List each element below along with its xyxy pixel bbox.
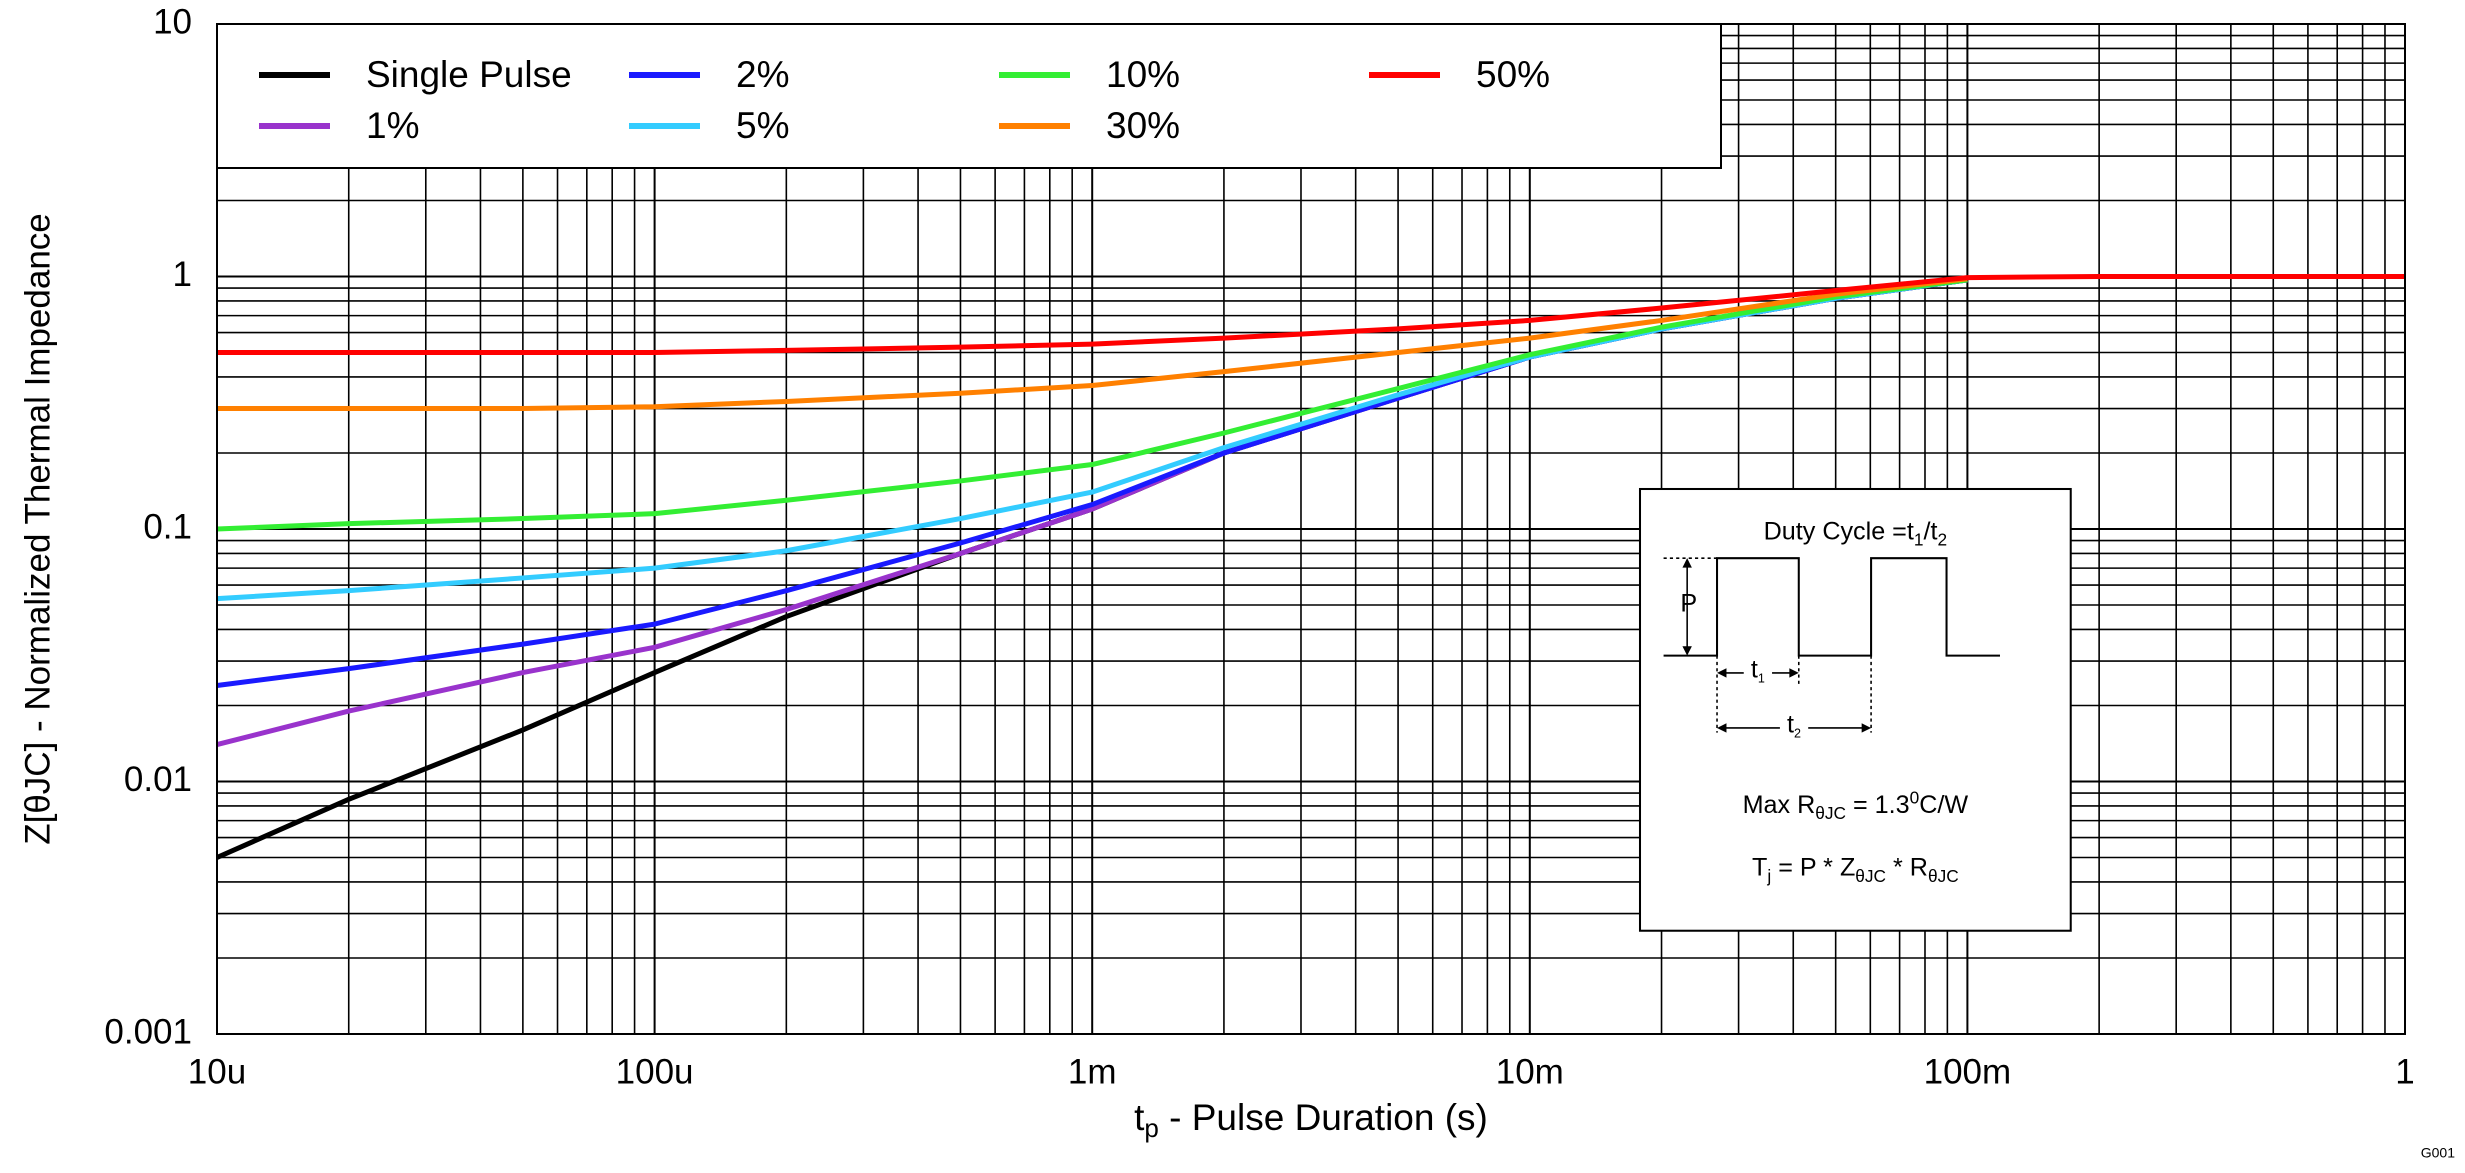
text-part: Max R: [1743, 791, 1816, 819]
arrowhead: [1717, 668, 1727, 678]
arrowhead: [1717, 723, 1727, 733]
text-part: t: [1787, 711, 1794, 739]
x-tick-label: 1: [2395, 1052, 2414, 1091]
x-axis-label-sub: p: [1144, 1113, 1158, 1143]
x-tick-label: 10m: [1496, 1052, 1564, 1091]
text-sub: θJC: [1855, 866, 1886, 886]
text-sub: 1: [1758, 671, 1765, 685]
text-part: t: [1751, 656, 1758, 684]
t2-label: t2: [1787, 711, 1801, 741]
x-axis-label-part: - Pulse Duration (s): [1159, 1097, 1488, 1138]
y-tick-label: 0.1: [143, 507, 192, 546]
y-axis-label: Z[θJC] - Normalized Thermal Impedance: [18, 213, 57, 845]
duty-cycle-text: Duty Cycle =t1/t2: [1764, 517, 1947, 549]
arrowhead: [1789, 668, 1799, 678]
legend-label: Single Pulse: [366, 54, 572, 95]
x-axis-label-part: t: [1134, 1097, 1145, 1138]
p-label: P: [1680, 590, 1697, 618]
text-sub: 2: [1794, 726, 1801, 740]
text-part: = P * Z: [1771, 854, 1855, 882]
text-sub: 2: [1937, 530, 1947, 550]
x-tick-label: 100m: [1924, 1052, 2012, 1091]
text-part: /t: [1923, 517, 1937, 545]
inset-box: [1638, 487, 2072, 932]
text-sub: j: [1766, 866, 1771, 886]
legend-label: 30%: [1106, 105, 1180, 146]
legend-label: 10%: [1106, 54, 1180, 95]
arrowhead: [1861, 723, 1872, 733]
footnote: G001: [2421, 1145, 2455, 1161]
y-tick-label: 0.001: [104, 1012, 192, 1051]
text-part: = 1.3: [1846, 791, 1910, 819]
text-sub: θJC: [1928, 866, 1959, 886]
text-sub: 1: [1914, 530, 1924, 550]
legend-label: 2%: [736, 54, 789, 95]
inset: Duty Cycle =t1/t2 P t1 t2 Max RθJC = 1.3…: [1638, 487, 2072, 932]
text-sup: 0: [1910, 787, 1920, 807]
t1-label: t1: [1751, 656, 1765, 686]
x-tick-label: 10u: [188, 1052, 246, 1091]
label-bg: [1743, 660, 1773, 684]
text-sub: θJC: [1815, 803, 1846, 823]
x-tick-label: 1m: [1068, 1052, 1117, 1091]
legend-label: 50%: [1476, 54, 1550, 95]
series-line: [217, 276, 1968, 412]
legend-label: 1%: [366, 105, 419, 146]
series-line: [216, 277, 1968, 532]
tj-text: Tj = P * ZθJC * RθJC: [1752, 854, 1959, 886]
series-group: [215, 274, 2405, 860]
text-part: C/W: [1919, 791, 1968, 819]
y-tick-label: 1: [173, 255, 192, 294]
x-axis-label: tp - Pulse Duration (s): [1134, 1097, 1488, 1143]
text-part: T: [1752, 854, 1767, 882]
y-tick-label: 0.01: [124, 760, 192, 799]
x-tick-label: 100u: [616, 1052, 694, 1091]
arrowhead: [1682, 646, 1692, 656]
arrowhead: [1682, 558, 1692, 568]
max-r-text: Max RθJC = 1.30C/W: [1743, 787, 1969, 823]
legend: Single Pulse 1% 2% 5% 10% 30% 50%: [216, 23, 1722, 169]
legend-label: 5%: [736, 105, 789, 146]
label-bg: [1779, 715, 1809, 739]
legend-box: [216, 23, 1722, 169]
y-tick-label: 10: [153, 2, 192, 41]
text-part: Duty Cycle =t: [1764, 517, 1914, 545]
series-line: [217, 274, 2405, 356]
pulse-waveform: [1663, 557, 2000, 657]
text-part: * R: [1886, 854, 1928, 882]
